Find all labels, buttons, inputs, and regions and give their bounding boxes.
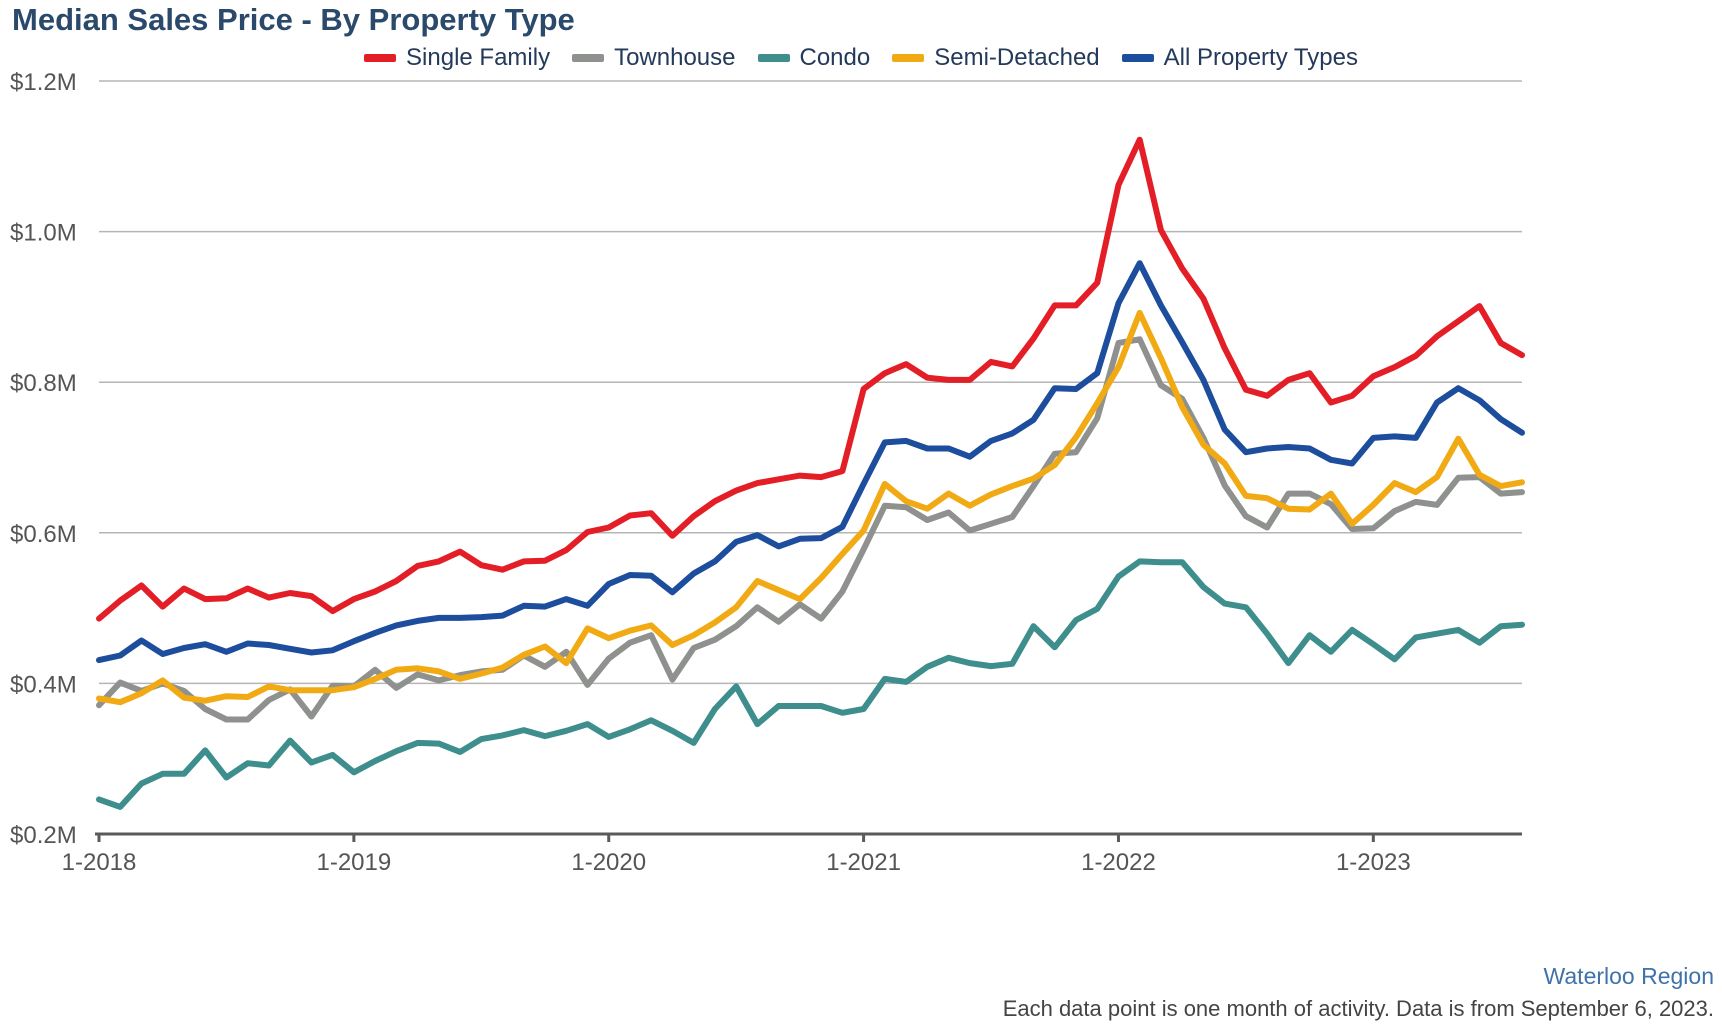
y-tick-label: $1.0M [10,220,77,247]
legend-label: Condo [799,44,871,71]
x-tick-label: 1-2019 [316,849,391,876]
series-line-all-property-types [96,260,1525,664]
series-line-condo [96,558,1525,810]
legend-label: Semi-Detached [934,44,1100,71]
legend-label: Single Family [406,44,551,71]
chart-legend: Single Family Townhouse Condo Semi-Detached… [0,44,1722,72]
legend-swatch [757,54,790,62]
legend-label: All Property Types [1163,44,1358,71]
region-label: Waterloo Region [1543,963,1714,989]
y-tick-label: $0.6M [10,521,77,548]
legend-item-semi-detached: Semi-Detached [892,44,1100,72]
x-tick-label: 1-2018 [62,849,137,876]
x-tick-label: 1-2021 [826,849,901,876]
y-tick-label: $0.8M [10,370,77,397]
y-tick-label: $0.4M [10,671,77,698]
y-tick-label: $1.2M [10,69,77,96]
legend-swatch [892,54,925,62]
x-tick-label: 1-2020 [571,849,646,876]
legend-swatch [364,54,397,62]
legend-item-townhouse: Townhouse [572,44,736,72]
legend-label: Townhouse [614,44,736,71]
series-line-single-family [96,136,1525,622]
x-tick-label: 1-2022 [1081,849,1156,876]
y-tick-label: $0.2M [10,822,77,849]
legend-item-all-property-types: All Property Types [1121,44,1358,72]
legend-swatch [572,54,605,62]
chart-title: Median Sales Price - By Property Type [12,2,575,37]
legend-item-condo: Condo [757,44,871,72]
x-tick-label: 1-2023 [1336,849,1411,876]
series-line-semi-detached [96,309,1525,706]
series-line-townhouse [96,336,1525,723]
footnote: Each data point is one month of activity… [1002,996,1714,1021]
legend-item-single-family: Single Family [364,44,550,72]
legend-swatch [1121,54,1154,62]
